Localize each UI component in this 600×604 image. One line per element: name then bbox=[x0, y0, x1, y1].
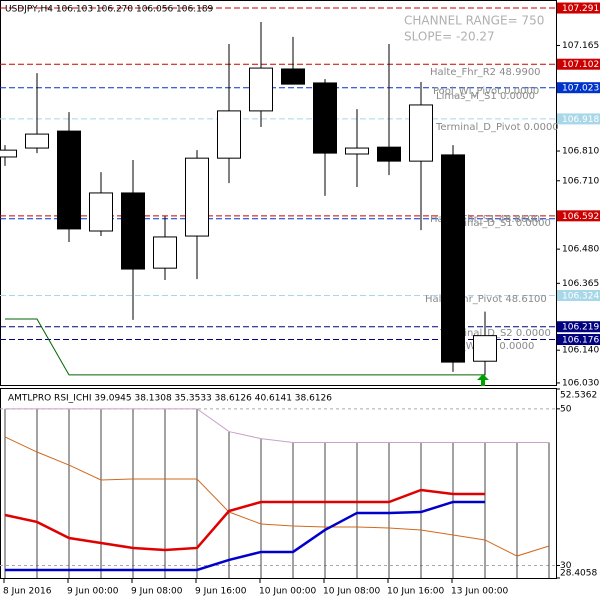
sub-frame bbox=[0, 388, 557, 579]
trail-line bbox=[5, 318, 485, 376]
x-tick-label: 8 Jun 2016 bbox=[3, 587, 52, 597]
y-tick-label: 107.165 bbox=[562, 41, 599, 51]
candle-body bbox=[153, 236, 177, 269]
level-label: 106.324 bbox=[562, 292, 599, 302]
sub-title: AMTLPRO RSI_ICHI 39.0945 38.1308 35.3533… bbox=[8, 394, 332, 404]
level-text: Halte_Fhr_Pivot 48.6100 bbox=[425, 294, 547, 305]
level-box bbox=[557, 113, 600, 125]
main-title: USDJPY,H4 106.103 106.270 106.056 106.18… bbox=[5, 5, 214, 15]
candle-body bbox=[25, 133, 49, 149]
y-tick-label: 106.030 bbox=[562, 378, 599, 388]
level-box bbox=[557, 334, 600, 346]
x-tick-label: 10 Jun 00:00 bbox=[259, 587, 316, 597]
level-label: 106.219 bbox=[562, 323, 599, 333]
candle-body bbox=[441, 154, 465, 363]
level-label: 106.918 bbox=[562, 115, 599, 125]
y-tick-label: 106.365 bbox=[562, 279, 599, 289]
level-label: 106.592 bbox=[562, 212, 599, 222]
candle-body bbox=[185, 157, 209, 237]
candle-body bbox=[57, 130, 81, 230]
level-box bbox=[557, 58, 600, 70]
x-tick-label: 10 Jun 08:00 bbox=[323, 587, 380, 597]
level-label: 107.291 bbox=[562, 4, 599, 14]
x-tick-label: 9 Jun 00:00 bbox=[67, 587, 119, 597]
y-tick-label: 106.810 bbox=[562, 147, 599, 157]
main-frame bbox=[0, 0, 557, 386]
y-tick-label: 30 bbox=[560, 561, 572, 571]
level-text: Limas_M_S1 0.0000 bbox=[436, 91, 535, 102]
level-text: Halte_Fhr_R2 48.9900 bbox=[430, 67, 541, 78]
level-box bbox=[557, 2, 600, 14]
signal-arrow bbox=[477, 374, 489, 386]
candle-body bbox=[281, 68, 305, 85]
y-tick-label: 106.710 bbox=[562, 176, 599, 186]
x-tick-label: 13 Jun 00:00 bbox=[451, 587, 508, 597]
candle-body bbox=[377, 146, 401, 162]
level-text: Terminal_D_S1 0.0000 bbox=[439, 218, 551, 229]
candle-body bbox=[345, 147, 369, 155]
x-tick-label: 9 Jun 16:00 bbox=[195, 587, 247, 597]
candle-body bbox=[0, 149, 17, 158]
level-text: Halte_Fhr_S1 48.8600 bbox=[430, 214, 540, 225]
annotation: CHANNEL RANGE= 750 bbox=[404, 14, 544, 28]
series-line bbox=[4, 488, 485, 552]
x-tick-label: 9 Jun 08:00 bbox=[131, 587, 183, 597]
candle-body bbox=[473, 335, 497, 362]
annotation: SLOPE= -20.27 bbox=[404, 30, 495, 44]
level-box bbox=[557, 290, 600, 302]
level-box bbox=[557, 210, 600, 222]
series-line bbox=[4, 436, 550, 557]
candle-body bbox=[121, 192, 145, 270]
level-text: Pool_WI_Pivot 0.0000 bbox=[433, 86, 539, 97]
y-tick-label: 50 bbox=[560, 404, 572, 414]
histogram-line bbox=[5, 408, 549, 444]
series-line bbox=[5, 500, 485, 572]
level-text: Terminal_D_Pivot 0.0000 bbox=[435, 122, 559, 133]
level-box bbox=[557, 82, 600, 94]
level-label: 107.023 bbox=[562, 84, 599, 94]
y-tick-label: 106.480 bbox=[562, 245, 599, 255]
x-tick-label: 10 Jun 16:00 bbox=[387, 587, 444, 597]
y-tick-label: 28.4058 bbox=[560, 569, 597, 579]
y-tick-label: 52.5362 bbox=[560, 391, 597, 401]
level-box bbox=[557, 321, 600, 333]
level-label: 106.176 bbox=[562, 336, 599, 346]
candle-body bbox=[409, 104, 433, 162]
candle-body bbox=[249, 67, 273, 112]
level-label: 107.102 bbox=[562, 60, 599, 70]
y-tick-label: 106.140 bbox=[562, 346, 599, 356]
level-text: Terminal_D_S2 0.0000 bbox=[439, 328, 551, 339]
candle-body bbox=[89, 192, 113, 232]
candle-body bbox=[313, 82, 337, 154]
candle-body bbox=[217, 110, 241, 159]
